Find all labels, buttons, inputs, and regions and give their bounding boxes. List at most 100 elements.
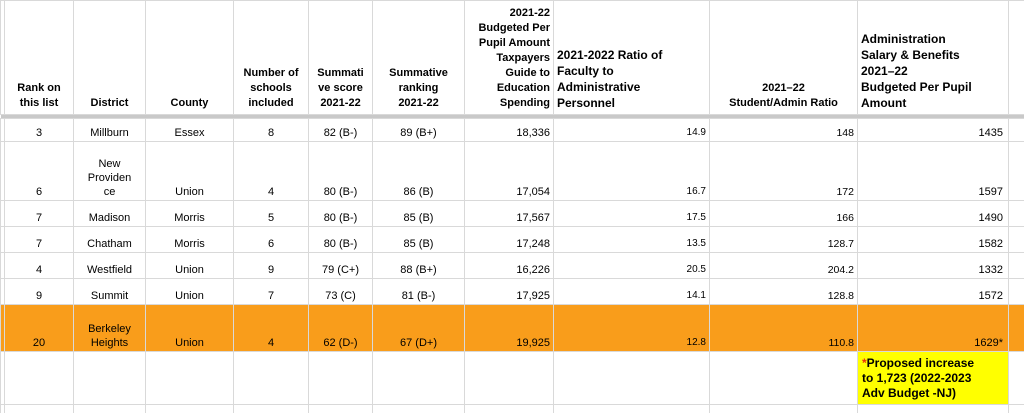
cell-district[interactable]: New Providence xyxy=(73,141,146,201)
cell-rank[interactable]: 20 xyxy=(4,304,74,352)
cell-rank[interactable]: 7 xyxy=(4,200,74,227)
cell-faculty-admin-ratio[interactable]: 14.9 xyxy=(553,118,710,142)
cell-per-pupil[interactable]: 17,054 xyxy=(464,141,554,201)
cell-county[interactable]: Union xyxy=(145,141,234,201)
cell-schools[interactable]: 4 xyxy=(233,304,309,352)
cell-score[interactable]: 73 (C) xyxy=(308,278,373,305)
cell-admin-salary[interactable]: 1572 xyxy=(857,278,1009,305)
cell-per-pupil[interactable]: 19,925 xyxy=(464,304,554,352)
cell-ranking[interactable]: 89 (B+) xyxy=(372,118,465,142)
cell-empty[interactable] xyxy=(372,404,465,413)
cell-faculty-admin-ratio[interactable]: 14.1 xyxy=(553,278,710,305)
cell-county[interactable]: Union xyxy=(145,304,234,352)
cell-student-admin-ratio[interactable]: 166 xyxy=(709,200,858,227)
cell-empty[interactable] xyxy=(464,404,554,413)
cell-empty[interactable] xyxy=(1008,252,1024,279)
cell-score[interactable]: 80 (B-) xyxy=(308,200,373,227)
cell-schools[interactable]: 8 xyxy=(233,118,309,142)
cell-district[interactable]: Westfield xyxy=(73,252,146,279)
cell-district[interactable]: Chatham xyxy=(73,226,146,253)
header-blank-right[interactable] xyxy=(1008,0,1024,115)
footnote-cell[interactable]: *Proposed increase to 1,723 (2022-2023 A… xyxy=(857,351,1009,405)
cell-student-admin-ratio[interactable]: 204.2 xyxy=(709,252,858,279)
cell-student-admin-ratio[interactable]: 128.7 xyxy=(709,226,858,253)
header-summative-ranking[interactable]: Summative ranking 2021-22 xyxy=(372,0,465,115)
cell-ranking[interactable]: 85 (B) xyxy=(372,226,465,253)
header-admin-salary[interactable]: Administration Salary & Benefits 2021–22… xyxy=(857,0,1009,115)
cell-empty[interactable] xyxy=(233,351,309,405)
cell-admin-salary[interactable]: 1435 xyxy=(857,118,1009,142)
cell-district[interactable]: Berkeley Heights xyxy=(73,304,146,352)
cell-empty[interactable] xyxy=(308,404,373,413)
cell-empty[interactable] xyxy=(73,351,146,405)
cell-student-admin-ratio[interactable]: 172 xyxy=(709,141,858,201)
cell-student-admin-ratio[interactable]: 148 xyxy=(709,118,858,142)
cell-faculty-admin-ratio[interactable]: 13.5 xyxy=(553,226,710,253)
cell-empty[interactable] xyxy=(1008,351,1024,405)
cell-admin-salary[interactable]: 1490 xyxy=(857,200,1009,227)
cell-empty[interactable] xyxy=(1008,141,1024,201)
header-summative-score[interactable]: Summati ve score 2021-22 xyxy=(308,0,373,115)
cell-county[interactable]: Essex xyxy=(145,118,234,142)
cell-empty[interactable] xyxy=(145,351,234,405)
cell-empty[interactable] xyxy=(1008,278,1024,305)
cell-rank[interactable]: 4 xyxy=(4,252,74,279)
header-rank[interactable]: Rank on this list xyxy=(4,0,74,115)
cell-empty[interactable] xyxy=(1008,304,1024,352)
cell-empty[interactable] xyxy=(4,404,74,413)
cell-admin-salary[interactable]: 1582 xyxy=(857,226,1009,253)
header-county[interactable]: County xyxy=(145,0,234,115)
cell-student-admin-ratio[interactable]: 110.8 xyxy=(709,304,858,352)
cell-score[interactable]: 80 (B-) xyxy=(308,141,373,201)
cell-empty[interactable] xyxy=(1008,200,1024,227)
cell-district[interactable]: Millburn xyxy=(73,118,146,142)
cell-district[interactable]: Madison xyxy=(73,200,146,227)
cell-ranking[interactable]: 86 (B) xyxy=(372,141,465,201)
cell-rank[interactable]: 6 xyxy=(4,141,74,201)
cell-ranking[interactable]: 81 (B-) xyxy=(372,278,465,305)
cell-ranking[interactable]: 85 (B) xyxy=(372,200,465,227)
cell-per-pupil[interactable]: 17,567 xyxy=(464,200,554,227)
cell-county[interactable]: Union xyxy=(145,278,234,305)
cell-faculty-admin-ratio[interactable]: 16.7 xyxy=(553,141,710,201)
header-faculty-admin-ratio[interactable]: 2021-2022 Ratio of Faculty to Administra… xyxy=(553,0,710,115)
cell-ranking[interactable]: 88 (B+) xyxy=(372,252,465,279)
cell-schools[interactable]: 7 xyxy=(233,278,309,305)
header-per-pupil-budget[interactable]: 2021-22 Budgeted Per Pupil Amount Taxpay… xyxy=(464,0,554,115)
cell-empty[interactable] xyxy=(553,404,710,413)
cell-ranking[interactable]: 67 (D+) xyxy=(372,304,465,352)
cell-empty[interactable] xyxy=(1008,118,1024,142)
cell-empty[interactable] xyxy=(709,351,858,405)
cell-faculty-admin-ratio[interactable]: 12.8 xyxy=(553,304,710,352)
cell-faculty-admin-ratio[interactable]: 17.5 xyxy=(553,200,710,227)
cell-empty[interactable] xyxy=(553,351,710,405)
cell-rank[interactable]: 9 xyxy=(4,278,74,305)
cell-empty[interactable] xyxy=(1008,226,1024,253)
cell-county[interactable]: Morris xyxy=(145,226,234,253)
cell-empty[interactable] xyxy=(145,404,234,413)
cell-empty[interactable] xyxy=(464,351,554,405)
cell-county[interactable]: Morris xyxy=(145,200,234,227)
cell-faculty-admin-ratio[interactable]: 20.5 xyxy=(553,252,710,279)
cell-empty[interactable] xyxy=(372,351,465,405)
cell-rank[interactable]: 3 xyxy=(4,118,74,142)
cell-admin-salary[interactable]: 1629* xyxy=(857,304,1009,352)
cell-admin-salary[interactable]: 1332 xyxy=(857,252,1009,279)
cell-student-admin-ratio[interactable]: 128.8 xyxy=(709,278,858,305)
header-district[interactable]: District xyxy=(73,0,146,115)
cell-score[interactable]: 82 (B-) xyxy=(308,118,373,142)
cell-per-pupil[interactable]: 18,336 xyxy=(464,118,554,142)
cell-rank[interactable]: 7 xyxy=(4,226,74,253)
cell-empty[interactable] xyxy=(73,404,146,413)
cell-district[interactable]: Summit xyxy=(73,278,146,305)
cell-per-pupil[interactable]: 16,226 xyxy=(464,252,554,279)
cell-schools[interactable]: 9 xyxy=(233,252,309,279)
cell-empty[interactable] xyxy=(709,404,858,413)
cell-empty[interactable] xyxy=(233,404,309,413)
cell-empty[interactable] xyxy=(1008,404,1024,413)
header-schools[interactable]: Number of schools included xyxy=(233,0,309,115)
cell-schools[interactable]: 4 xyxy=(233,141,309,201)
header-student-admin-ratio[interactable]: 2021–22 Student/Admin Ratio xyxy=(709,0,858,115)
cell-score[interactable]: 62 (D-) xyxy=(308,304,373,352)
cell-schools[interactable]: 6 xyxy=(233,226,309,253)
